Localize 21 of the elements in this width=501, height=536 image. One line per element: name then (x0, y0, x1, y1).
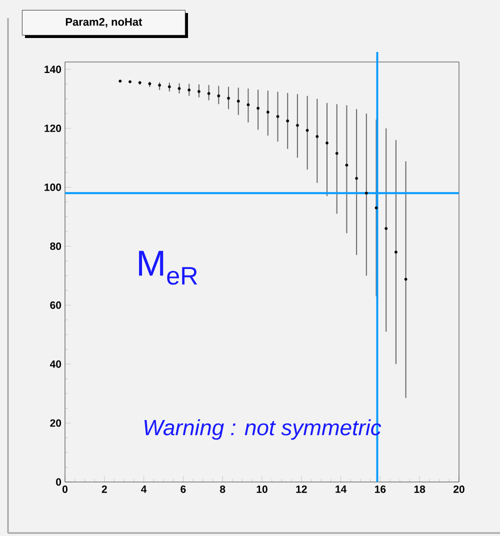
x-tick-label: 14 (336, 486, 347, 493)
x-tick-label: 12 (296, 486, 307, 493)
y-tick-label: 80 (50, 242, 62, 250)
x-tick-label: 4 (141, 486, 147, 493)
x-tick-label: 18 (414, 486, 426, 493)
y-tick-label: 40 (50, 360, 62, 368)
x-tick-label: 0 (62, 486, 68, 493)
y-tick-label: 20 (50, 419, 62, 427)
x-tick-label: 2 (102, 486, 108, 493)
y-tick-label: 60 (50, 301, 62, 309)
annotation: M$_{eR}$ (139, 250, 198, 285)
x-tick-label: 10 (256, 486, 268, 493)
x-tick-label: 8 (220, 486, 226, 493)
x-tick-label: 16 (375, 486, 386, 493)
y-tick-label: 120 (44, 124, 62, 132)
x-tick-label: 20 (454, 486, 465, 493)
y-tick-label: 0 (56, 478, 62, 486)
y-tick-label: 140 (44, 66, 62, 74)
chart-title: Param2, noHat (66, 18, 142, 28)
y-tick-label: 100 (44, 184, 62, 191)
x-tick-label: 6 (180, 486, 186, 493)
